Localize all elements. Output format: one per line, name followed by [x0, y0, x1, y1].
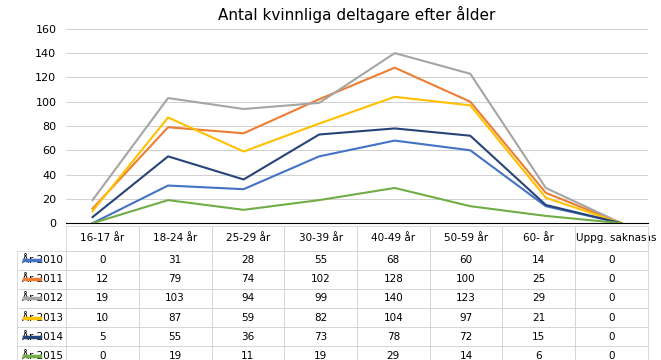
År 2013 [466, 103, 474, 108]
År 2014 [391, 126, 399, 131]
År 2010 [89, 221, 97, 225]
Line: År 2011: År 2011 [93, 68, 621, 223]
År 2013 [542, 195, 550, 200]
År 2014 [89, 215, 97, 219]
År 2015 [542, 214, 550, 218]
År 2010 [240, 187, 248, 192]
År 2013 [164, 115, 172, 120]
År 2011 [617, 221, 625, 225]
År 2014 [542, 203, 550, 207]
År 2011 [89, 207, 97, 211]
Line: År 2014: År 2014 [93, 129, 621, 223]
År 2015 [240, 208, 248, 212]
År 2014 [315, 132, 323, 137]
Line: År 2012: År 2012 [93, 53, 621, 223]
År 2010 [617, 221, 625, 225]
År 2013 [89, 209, 97, 213]
År 2014 [240, 177, 248, 181]
År 2013 [617, 221, 625, 225]
År 2012 [89, 198, 97, 202]
År 2011 [164, 125, 172, 129]
År 2010 [315, 154, 323, 158]
År 2011 [542, 191, 550, 195]
År 2012 [542, 186, 550, 190]
År 2010 [391, 138, 399, 143]
År 2010 [542, 204, 550, 208]
År 2014 [164, 154, 172, 158]
År 2012 [315, 101, 323, 105]
Title: Antal kvinnliga deltagare efter ålder: Antal kvinnliga deltagare efter ålder [218, 6, 496, 23]
År 2015 [89, 221, 97, 225]
År 2011 [315, 97, 323, 102]
Line: År 2013: År 2013 [93, 97, 621, 223]
År 2013 [391, 95, 399, 99]
År 2015 [391, 186, 399, 190]
År 2015 [617, 221, 625, 225]
År 2010 [466, 148, 474, 153]
År 2012 [240, 107, 248, 111]
År 2014 [466, 134, 474, 138]
År 2012 [164, 96, 172, 100]
År 2013 [315, 121, 323, 126]
År 2015 [315, 198, 323, 202]
År 2015 [164, 198, 172, 202]
År 2012 [391, 51, 399, 55]
Line: År 2010: År 2010 [93, 140, 621, 223]
År 2012 [617, 221, 625, 225]
År 2011 [466, 99, 474, 104]
År 2015 [466, 204, 474, 208]
År 2011 [391, 66, 399, 70]
År 2011 [240, 131, 248, 135]
År 2014 [617, 221, 625, 225]
Line: År 2015: År 2015 [93, 188, 621, 223]
År 2013 [240, 149, 248, 154]
År 2010 [164, 183, 172, 188]
År 2012 [466, 72, 474, 76]
